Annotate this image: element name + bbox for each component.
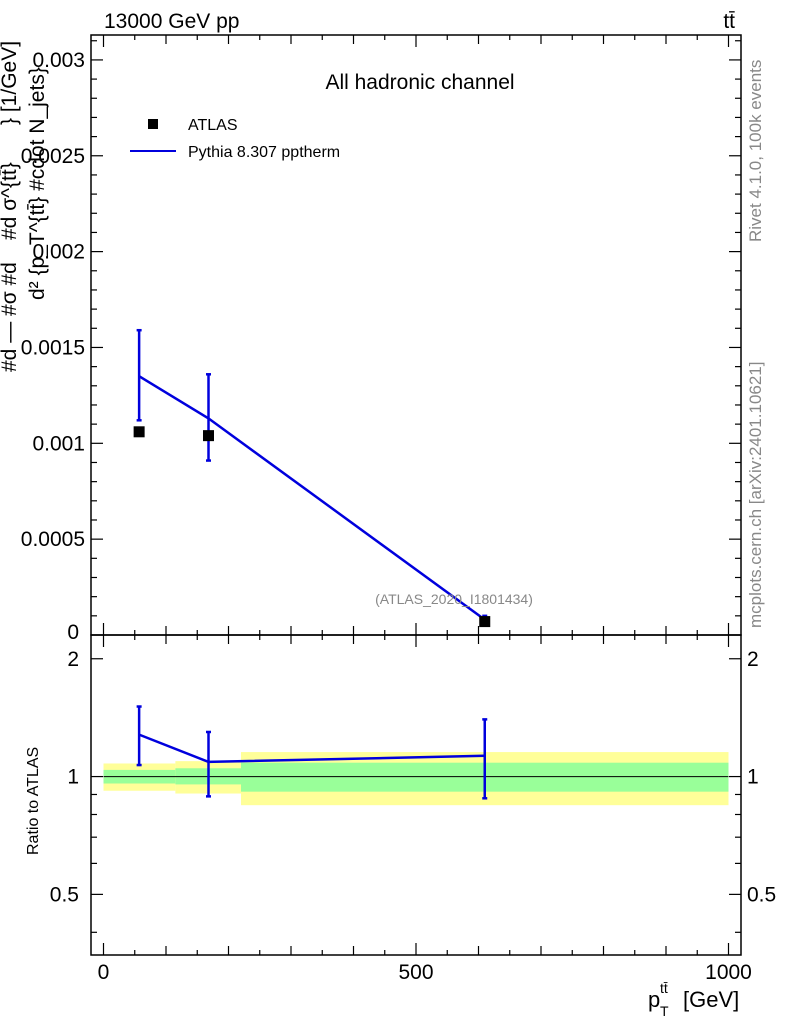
y-tick-label: 0.0005	[21, 528, 85, 551]
y-label-line-1: #d σ^{tt̄}	[0, 162, 21, 240]
legend: ATLAS Pythia 8.307 pptherm	[130, 117, 340, 161]
legend-data-marker	[148, 119, 158, 129]
y-label-line-2: d² {p_T^{tt̄} #cdot N_jets}	[26, 67, 49, 300]
y-label-line-3: #d — #σ #d	[0, 262, 21, 372]
ratio-y-tick-label-left: 1	[67, 766, 79, 789]
ratio-y-label: Ratio to ATLAS	[25, 747, 42, 855]
main-ticks: 0.0005 0.001 0.0015 0.002 0.0025 0.003 0	[21, 35, 741, 644]
data-point	[133, 426, 145, 438]
y-tick-label: 0.001	[32, 432, 85, 455]
x-label-unit: [GeV]	[683, 987, 739, 1012]
data-point	[203, 430, 214, 442]
x-label-sub: T	[660, 1003, 669, 1019]
ratio-bands	[103, 752, 729, 806]
panel-title: All hadronic channel	[325, 71, 514, 94]
ratio-y-tick-label-left: 2	[67, 648, 79, 671]
analysis-watermark: (ATLAS_2020_I1801434)	[375, 591, 533, 607]
x-axis-label: p T tt̄ [GeV]	[648, 980, 739, 1019]
side-text-top: Rivet 4.1.0, 100k events	[746, 60, 765, 242]
ratio-y-tick-label-right: 0.5	[747, 883, 776, 906]
x-label-main: p	[648, 987, 660, 1012]
y-tick-label: 0.0015	[21, 336, 85, 359]
y-tick-label: 0.002	[32, 241, 85, 264]
y-tick-label: 0.0025	[21, 145, 85, 168]
main-y-label: #d — #σ #d d² {p_T^{tt̄} #cdot N_jets} #…	[0, 41, 49, 372]
legend-mc-label: Pythia 8.307 pptherm	[188, 144, 340, 161]
x-tick-label: 500	[398, 961, 433, 984]
x-tick-label: 1000	[705, 961, 752, 984]
ratio-y-tick-label-right: 2	[747, 648, 759, 671]
ratio-marks	[136, 705, 488, 800]
side-text-bottom: mcplots.cern.ch [arXiv:2401.10621]	[746, 362, 765, 628]
ratio-y-tick-label-right: 1	[747, 766, 759, 789]
ratio-y-tick-label-left: 0.5	[50, 883, 79, 906]
legend-data-label: ATLAS	[188, 117, 238, 134]
x-tick-label: 0	[98, 961, 110, 984]
x-label-sup: tt̄	[660, 980, 668, 996]
ratio-ticks: 0.5 0.5 1 1 2 2 0 500 1000	[50, 635, 776, 984]
main-marks	[133, 328, 491, 628]
y-label-unit: } [1/GeV]	[0, 41, 21, 125]
ratio-panel: 0.5 0.5 1 1 2 2 0 500 1000 Ratio to ATLAS p T tt…	[25, 634, 776, 1019]
header-left-text: 13000 GeV pp	[104, 10, 239, 33]
mc-line	[138, 375, 486, 621]
data-point	[479, 616, 491, 628]
header-right-text: tt̄	[723, 10, 735, 33]
main-panel: 0.0005 0.001 0.0015 0.002 0.0025 0.003 0 All h…	[0, 34, 742, 644]
y-tick-label: 0.003	[32, 49, 85, 72]
y-tick-label-zero: 0	[67, 621, 79, 644]
